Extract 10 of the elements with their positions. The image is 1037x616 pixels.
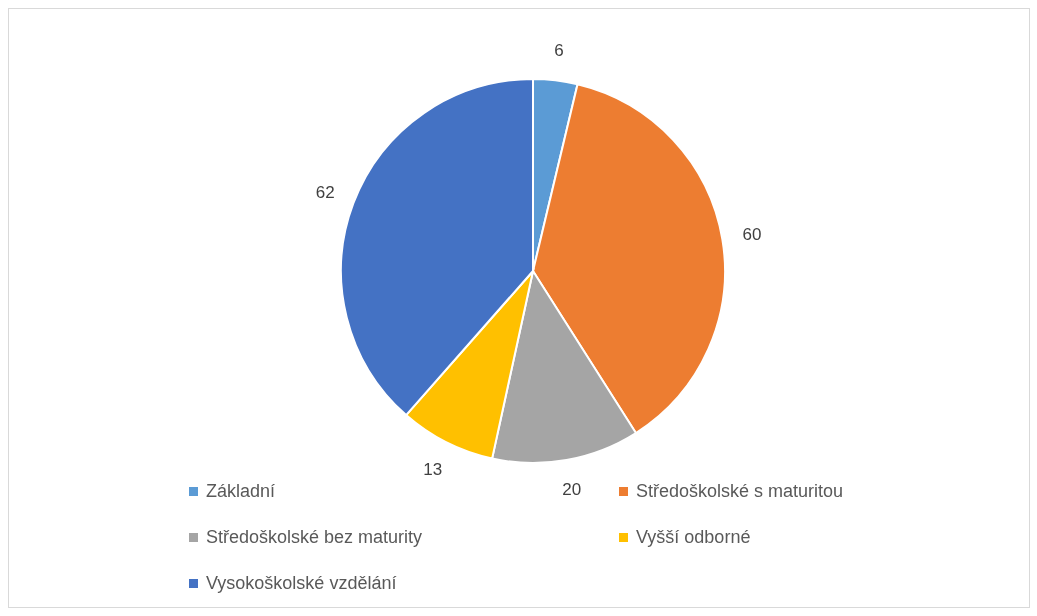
data-label: 6 xyxy=(554,41,564,61)
data-label: 60 xyxy=(742,224,762,244)
legend-label: Středoškolské s maturitou xyxy=(636,480,844,502)
legend-label: Středoškolské bez maturity xyxy=(206,526,423,548)
legend-label: Vysokoškolské vzdělání xyxy=(206,572,397,594)
data-label: 13 xyxy=(423,459,443,479)
legend-label: Vyšší odborné xyxy=(636,526,751,548)
legend-label: Základní xyxy=(206,480,276,502)
data-label: 20 xyxy=(562,480,582,500)
data-label: 62 xyxy=(315,183,335,203)
